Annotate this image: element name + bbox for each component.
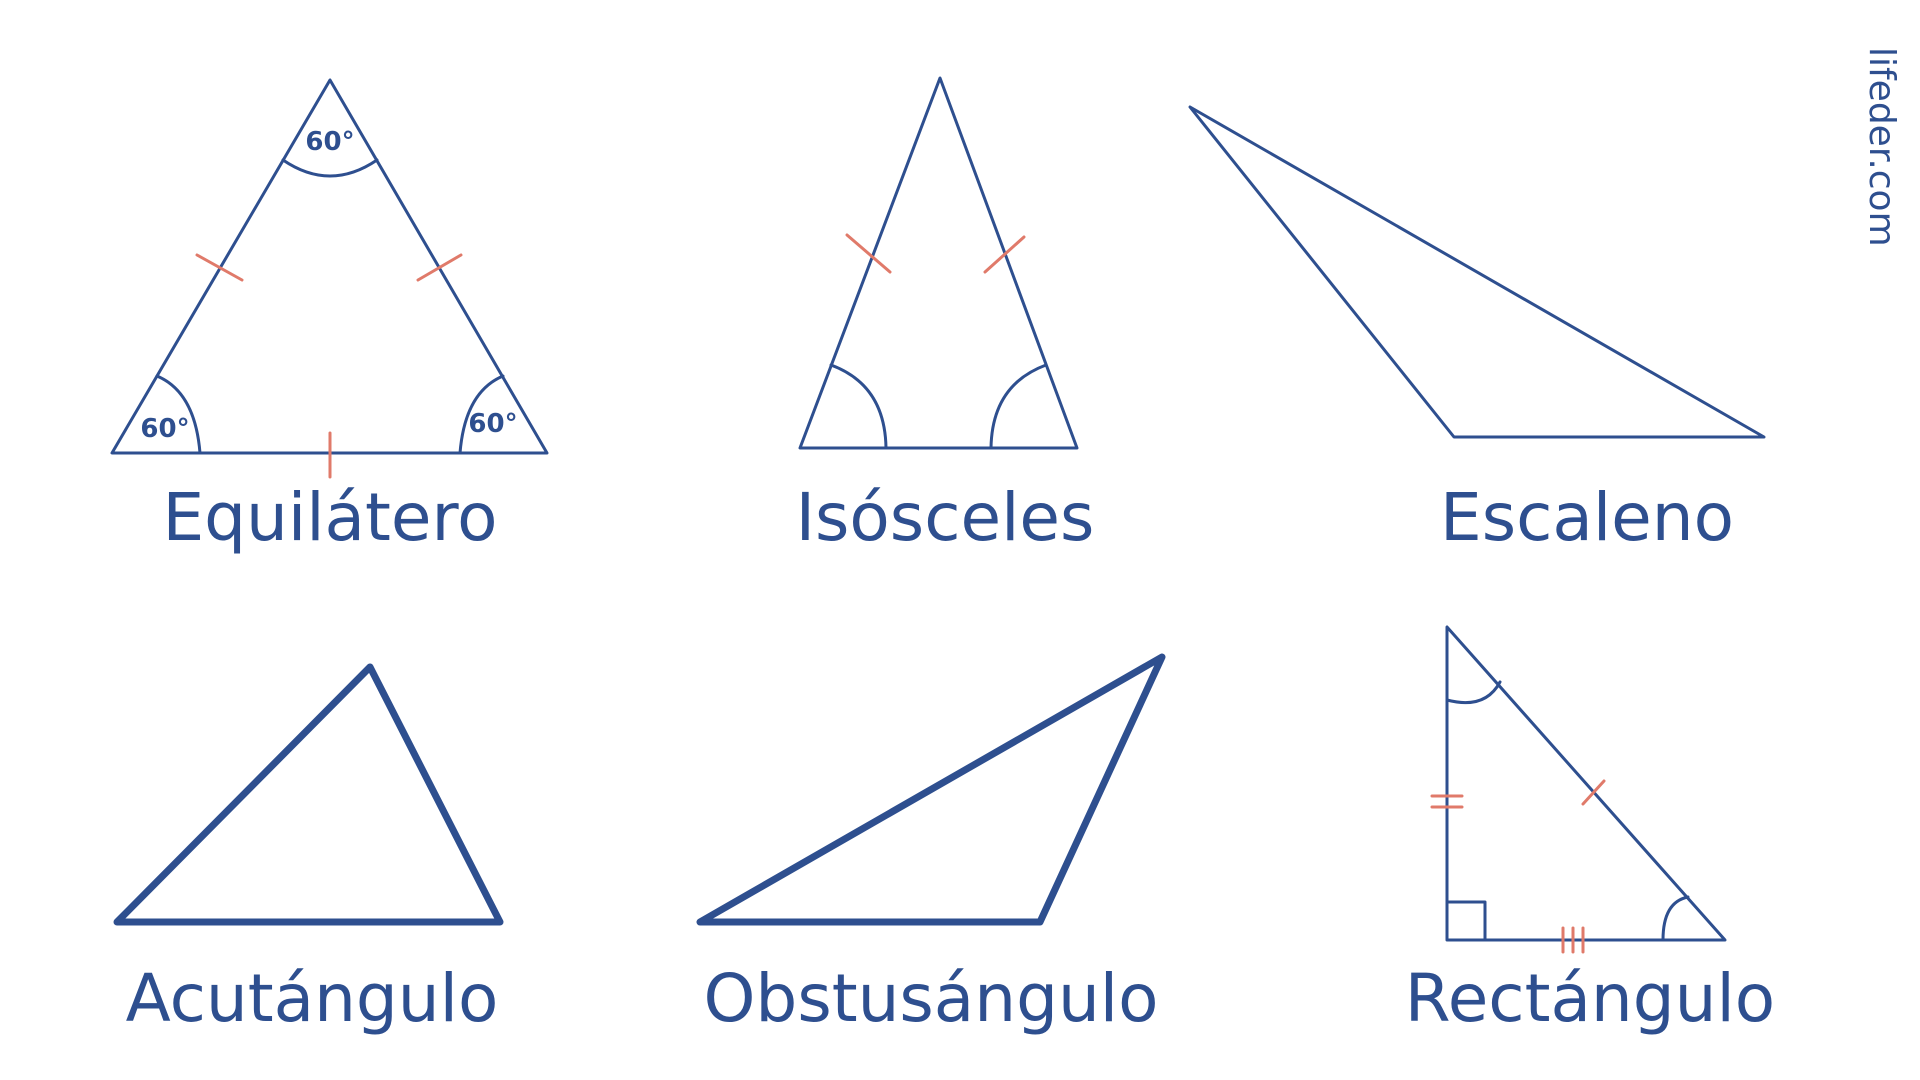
obtuse-label: Obstusángulo <box>703 960 1158 1037</box>
acute-label: Acutángulo <box>126 960 499 1037</box>
scalene-triangle <box>1188 105 1766 439</box>
isosceles-left-angle-arc <box>829 363 888 450</box>
equilateral-triangle <box>110 78 549 479</box>
equilateral-left-angle-arc <box>155 374 202 455</box>
right-triangle-top-angle-arc <box>1445 680 1502 705</box>
equilateral-top-angle-label: 60° <box>305 127 354 157</box>
isosceles-outline <box>798 76 1079 450</box>
isosceles-right-tick <box>983 235 1026 274</box>
equilateral-top-angle-arc <box>281 158 379 178</box>
right-angle-marker <box>1445 900 1487 942</box>
right-triangle-bottom-angle-arc <box>1661 895 1690 942</box>
equilateral-right-angle-arc <box>458 374 505 455</box>
right-label: Rectángulo <box>1405 960 1775 1037</box>
obtuse-triangle <box>696 653 1166 926</box>
isosceles-left-tick <box>845 233 892 274</box>
equilateral-label: Equilátero <box>162 479 497 556</box>
acute-triangle <box>113 663 504 926</box>
equilateral-left-tick <box>195 253 244 282</box>
isosceles-right-angle-arc <box>989 363 1048 450</box>
equilateral-left-angle-label: 60° <box>140 414 189 444</box>
scalene-label: Escaleno <box>1440 479 1734 556</box>
right-triangle <box>1430 625 1727 954</box>
isosceles-triangle <box>798 76 1079 450</box>
brand-watermark: lifeder.com <box>1861 47 1902 247</box>
isosceles-label: Isósceles <box>796 479 1095 556</box>
equilateral-right-tick <box>416 253 463 282</box>
equilateral-right-angle-label: 60° <box>468 409 517 439</box>
right-triangle-hyp-tick <box>1581 779 1606 806</box>
right-triangle-outline <box>1445 625 1727 942</box>
